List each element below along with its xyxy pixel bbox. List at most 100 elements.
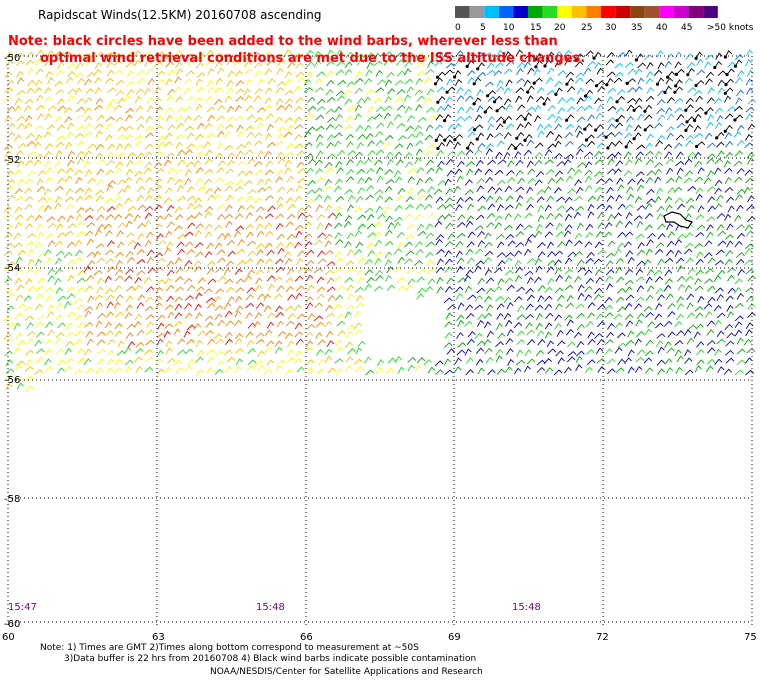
wind-barb [255, 206, 265, 213]
wind-barb [304, 214, 313, 220]
wind-barb [94, 61, 103, 70]
wind-barb [364, 78, 373, 85]
wind-barb [176, 107, 186, 114]
wind-barb [414, 365, 423, 372]
wind-barb [377, 213, 386, 220]
wind-barb [56, 168, 66, 175]
wind-barb [604, 348, 613, 355]
wind-barb [255, 243, 265, 250]
wind-barb [175, 96, 184, 103]
wind-barb [493, 286, 503, 293]
wind-barb [643, 305, 653, 312]
wind-barb [724, 151, 734, 159]
wind-barb [704, 240, 713, 247]
footer-note-2: 3)Data buffer is 22 hrs from 20160708 4)… [64, 654, 477, 664]
wind-barb [184, 365, 194, 372]
wind-barb [384, 240, 394, 247]
wind-barb [557, 241, 566, 248]
wind-barb [114, 285, 123, 292]
wind-barb [334, 106, 343, 113]
wind-barb [596, 338, 605, 346]
wind-barb [543, 97, 551, 105]
wind-barb [394, 151, 403, 158]
wind-barb [505, 338, 514, 345]
wind-barb [574, 61, 584, 68]
wind-barb [344, 89, 353, 96]
wind-barb [745, 78, 753, 86]
wind-barb [674, 321, 683, 328]
wind-barb [384, 169, 394, 176]
wind-barb [197, 330, 207, 337]
wind-barb [305, 112, 314, 120]
wind-barb [216, 142, 224, 150]
wind-barb [725, 141, 734, 148]
wind-barb [435, 234, 445, 241]
wind-barb [517, 104, 526, 111]
wind-barb [487, 96, 497, 102]
wind-barb [263, 185, 273, 192]
wind-barb [157, 141, 167, 148]
wind-barb [344, 214, 353, 222]
wind-barb [555, 177, 565, 184]
wind-barb [404, 258, 413, 265]
wind-barb [515, 231, 525, 238]
wind-barb [417, 116, 427, 123]
wind-barb [404, 60, 413, 68]
wind-barb [234, 310, 242, 318]
wind-barb [105, 249, 114, 256]
wind-barb [94, 294, 103, 301]
wind-barb [685, 140, 694, 147]
wind-barb [187, 358, 196, 366]
wind-barb [54, 257, 63, 265]
wind-barb [5, 337, 14, 345]
wind-barb [364, 207, 374, 214]
wind-barb [585, 257, 594, 264]
wind-barb [436, 86, 446, 93]
wind-barb [37, 277, 46, 284]
legend-swatch [542, 6, 558, 18]
wind-barb [674, 349, 682, 357]
wind-barb [594, 241, 603, 249]
wind-barb [135, 139, 144, 147]
wind-barb [674, 238, 683, 246]
wind-barb [417, 230, 427, 237]
wind-barb [275, 87, 284, 94]
wind-barb [164, 277, 172, 285]
wind-barb [503, 115, 513, 123]
wind-barb [245, 331, 254, 338]
wind-barb [205, 329, 214, 336]
legend-swatch [557, 6, 572, 18]
wind-barb [185, 266, 194, 273]
wind-barb [235, 225, 244, 232]
wind-barb [744, 224, 753, 232]
wind-barb [175, 267, 184, 274]
wind-barb [313, 50, 322, 58]
wind-barb [396, 70, 406, 77]
wind-barb [345, 51, 355, 59]
wind-barb [454, 168, 463, 176]
x-tick-label: 60 [2, 632, 15, 643]
wind-barb [685, 170, 694, 177]
wind-barb [616, 95, 625, 103]
wind-barb [736, 89, 745, 97]
wind-barb [354, 151, 363, 158]
wind-barb [326, 277, 335, 285]
wind-barb [287, 267, 295, 275]
wind-barb [494, 95, 503, 103]
wind-barb [163, 197, 173, 204]
wind-barb [455, 116, 465, 122]
wind-barb [716, 338, 726, 345]
wind-barb [453, 366, 462, 374]
wind-barb [575, 350, 585, 357]
wind-barb [426, 88, 435, 96]
wind-barb [315, 125, 325, 132]
wind-barb [495, 195, 503, 203]
wind-barb [725, 340, 735, 347]
wind-barb [194, 211, 203, 219]
wind-barb [54, 240, 64, 247]
wind-barb [335, 367, 343, 376]
wind-barb [486, 62, 495, 70]
wind-barb [64, 116, 72, 124]
legend-swatch [571, 6, 587, 18]
wind-barb [695, 193, 703, 201]
